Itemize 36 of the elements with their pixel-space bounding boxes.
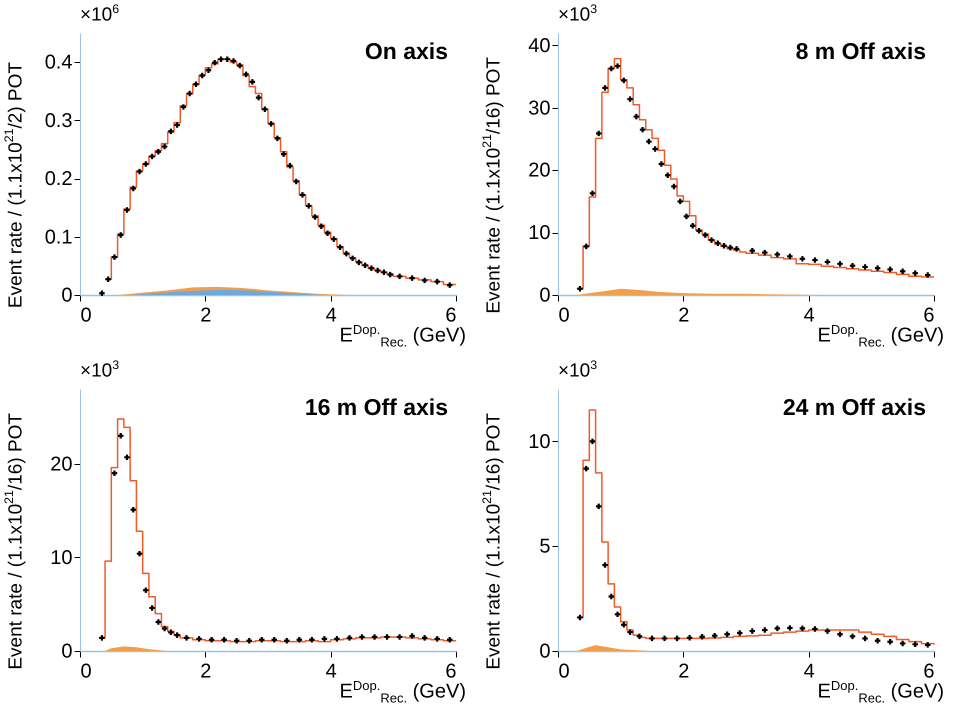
y-tick-label: 0 bbox=[61, 284, 72, 306]
text: ×10$^{3}$ bbox=[558, 2, 598, 26]
y-tick-label: 0.3 bbox=[44, 110, 72, 132]
y-tick-label: 0 bbox=[539, 640, 550, 662]
text: ×10$^{3}$ bbox=[558, 358, 598, 382]
y-tick-label: 0 bbox=[539, 284, 550, 306]
y-tick-label: 10 bbox=[528, 430, 550, 453]
x-tick-label: 0 bbox=[80, 304, 92, 326]
chart-title: 16 m Off axis bbox=[304, 394, 448, 421]
chart-title: 8 m Off axis bbox=[796, 38, 926, 65]
y-tick-label: 10 bbox=[528, 222, 550, 244]
x-tick-label: 0 bbox=[558, 660, 570, 682]
x-tick-label: 4 bbox=[326, 304, 337, 326]
y-tick-label: 20 bbox=[528, 160, 550, 182]
x-tick-label: 0 bbox=[80, 660, 92, 682]
y-tick-label: 0 bbox=[61, 640, 72, 662]
x-tick-label: 2 bbox=[678, 660, 690, 682]
x-tick-label: 2 bbox=[678, 304, 690, 326]
x-tick-label: 2 bbox=[200, 304, 212, 326]
x-tick-label: 2 bbox=[200, 660, 212, 682]
y-tick-label: 40 bbox=[528, 34, 550, 57]
text: ×10$^{6}$ bbox=[80, 2, 120, 26]
y-tick-label: 5 bbox=[539, 536, 550, 558]
x-tick-label: 4 bbox=[326, 660, 337, 682]
y-tick-label: 0.4 bbox=[44, 52, 72, 74]
x-tick-label: 4 bbox=[804, 660, 815, 682]
x-tick-label: 4 bbox=[804, 304, 815, 326]
chart-title: On axis bbox=[364, 38, 448, 65]
y-tick-label: 10 bbox=[50, 546, 72, 569]
x-tick-label: 0 bbox=[558, 304, 570, 326]
y-tick-label: 0.1 bbox=[44, 226, 72, 248]
y-tick-label: 30 bbox=[528, 97, 550, 120]
y-tick-label: 20 bbox=[50, 453, 72, 476]
y-tick-label: 0.2 bbox=[44, 168, 72, 190]
text: ×10$^{3}$ bbox=[80, 358, 120, 382]
chart-title: 24 m Off axis bbox=[782, 394, 926, 421]
